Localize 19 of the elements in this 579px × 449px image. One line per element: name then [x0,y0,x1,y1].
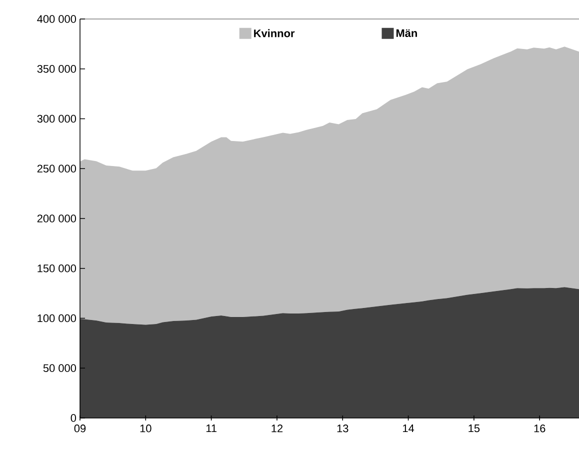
y-tick-label: 350 000 [37,65,76,73]
y-tick-label: 0 [70,414,76,422]
x-tick-label: 10 [140,424,152,432]
x-tick-label: 13 [337,424,348,432]
x-tick-label: 11 [206,424,216,432]
x-tick-label: 12 [272,424,283,432]
legend-label: Män [396,29,417,38]
x-tick-label: 15 [468,424,480,432]
y-tick-label: 300 000 [37,114,76,123]
x-tick-label: 16 [534,424,546,432]
y-tick-label: 100 000 [38,314,76,322]
legend-label: Kvinnor [254,29,295,38]
x-tick-label: 09 [74,424,86,432]
y-tick-label: 200 000 [37,214,76,222]
y-tick-label: 400 000 [37,15,76,23]
y-tick-label: 250 000 [37,164,76,173]
x-tick-label: 14 [403,424,414,432]
y-tick-label: 50 000 [43,364,76,372]
y-tick-label: 150 000 [38,264,76,272]
